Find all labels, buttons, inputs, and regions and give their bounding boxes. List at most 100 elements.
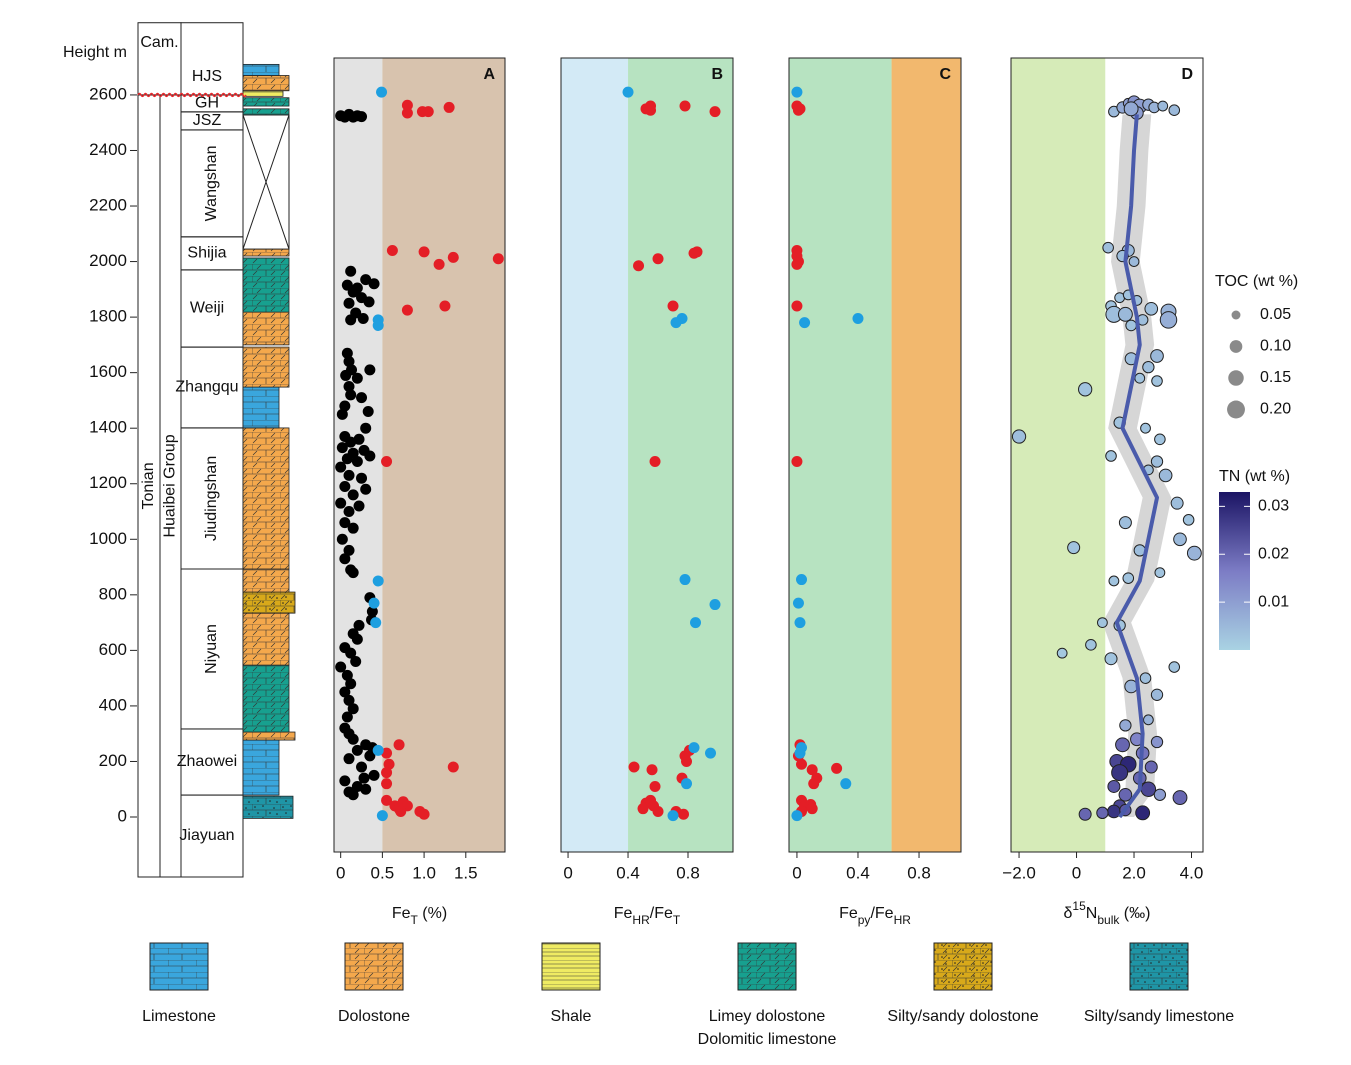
panel-letter: A (483, 66, 495, 83)
data-point (681, 755, 693, 767)
data-bubble (1085, 639, 1097, 651)
data-point (678, 808, 690, 820)
toc-legend-symbol (1231, 310, 1241, 320)
data-bubble (1118, 516, 1132, 530)
shaded-band (382, 58, 505, 852)
x-tick-label: 4.0 (1180, 863, 1204, 882)
data-point (791, 300, 803, 312)
y-tick-label: 2400 (89, 140, 127, 159)
shaded-band (1011, 58, 1106, 852)
data-bubble (1122, 572, 1135, 584)
panel-letter: C (939, 66, 951, 83)
colorbar-tick-label: 0.03 (1258, 498, 1289, 515)
formation-label: JSZ (193, 112, 222, 129)
toc-legend-label: 0.20 (1260, 401, 1291, 418)
x-tick-label: 0 (336, 863, 345, 882)
y-tick-label: 600 (99, 640, 127, 659)
x-tick-label: −2.0 (1002, 863, 1036, 882)
shaded-band (561, 58, 629, 852)
panel-letter: B (711, 66, 723, 83)
colorbar-tick-label: 0.01 (1258, 593, 1289, 610)
data-point (347, 489, 359, 501)
data-point (395, 805, 407, 817)
data-point (335, 661, 347, 673)
data-point (667, 300, 679, 312)
data-point (366, 605, 378, 617)
data-point (667, 810, 679, 822)
trend-band (1102, 114, 1172, 818)
data-point (791, 86, 803, 98)
data-bubble (1168, 661, 1181, 673)
data-point (372, 575, 384, 587)
data-point (335, 497, 347, 509)
data-point (794, 747, 806, 759)
formation-label: Zhangqu (175, 379, 238, 396)
data-point (353, 500, 365, 512)
data-bubble (1119, 719, 1132, 732)
data-point (347, 522, 359, 534)
lithology-block (242, 795, 294, 819)
data-point (679, 574, 691, 586)
data-bubble (1067, 541, 1081, 555)
data-bubble (1097, 617, 1108, 629)
lithology-swatch (149, 942, 209, 991)
x-axis-title-part: N (1086, 905, 1098, 922)
shaded-band (628, 58, 733, 852)
data-point (709, 106, 721, 118)
data-bubble (1117, 306, 1133, 322)
data-point (364, 450, 376, 462)
data-point (360, 274, 372, 286)
x-axis-title: FeT (%) (392, 905, 447, 927)
data-point (368, 597, 380, 609)
data-point (447, 251, 459, 263)
toc-legend-symbol (1228, 370, 1244, 386)
data-point (341, 347, 353, 359)
data-point (357, 313, 369, 325)
data-bubble (1157, 100, 1169, 112)
data-point (628, 761, 640, 773)
data-bubble (1140, 781, 1157, 797)
lithology-block (242, 108, 290, 116)
data-bubble (1135, 805, 1151, 821)
data-bubble (1150, 455, 1164, 468)
data-point (347, 789, 359, 801)
x-axis-title-part: bulk (1097, 913, 1120, 927)
data-point (341, 711, 353, 723)
data-point (336, 442, 348, 454)
x-tick-label: 0.5 (371, 863, 395, 882)
x-axis-title-part: T (673, 913, 681, 927)
y-tick-label: 1400 (89, 418, 127, 437)
lithology-block (242, 75, 290, 92)
x-tick-label: 0.4 (616, 863, 640, 882)
data-bubble (1154, 433, 1166, 446)
x-tick-label: 0 (563, 863, 572, 882)
lithology-block (242, 97, 290, 107)
data-bubble (1172, 790, 1188, 805)
data-point (806, 764, 818, 776)
x-tick-label: 1.0 (412, 863, 436, 882)
data-point (350, 655, 362, 667)
data-bubble (1144, 760, 1158, 774)
lithology-block (242, 427, 290, 570)
data-point (791, 810, 803, 822)
data-bubble (1102, 241, 1114, 254)
lithology-block (242, 731, 296, 741)
data-point (340, 369, 352, 381)
data-point (347, 703, 359, 715)
formation-label: Jiudingshan (203, 456, 220, 541)
data-bubble (1150, 688, 1164, 701)
x-axis-title: δ15Nbulk (‰) (1064, 899, 1151, 927)
data-point (356, 392, 368, 404)
data-point (652, 805, 664, 817)
data-point (341, 453, 353, 465)
data-bubble (1144, 301, 1159, 316)
data-point (376, 86, 388, 98)
data-point (347, 567, 359, 579)
data-point (362, 406, 374, 418)
data-point (381, 767, 393, 779)
x-tick-label: 0.4 (846, 863, 870, 882)
data-point (649, 780, 661, 792)
x-axis-title-part: py (858, 913, 871, 927)
data-bubble (1153, 788, 1167, 801)
data-point (343, 506, 355, 518)
